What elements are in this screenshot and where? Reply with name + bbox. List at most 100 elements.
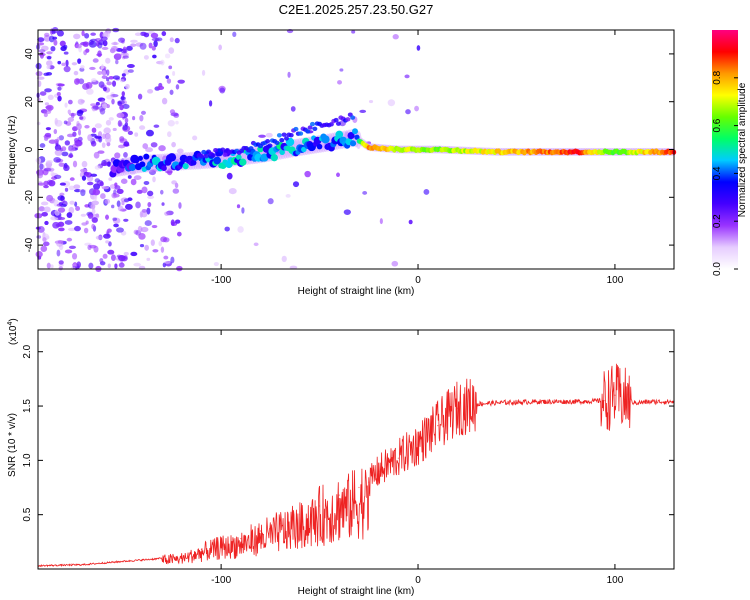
spectrogram-noise-cell [165, 75, 169, 79]
spectrogram-branch-cell [213, 147, 219, 153]
colorbar-gradient [712, 30, 738, 269]
spectrogram-x-label: Height of straight line (km) [298, 286, 415, 297]
spectrogram-noise-cell [97, 150, 105, 154]
spectrogram-trace-cell [321, 135, 330, 144]
spectrogram-noise-cell [63, 44, 68, 49]
spectrogram-noise-cell [110, 45, 118, 52]
snr-data-point [634, 402, 636, 404]
colorbar-ticks: 0.0 0.2 0.4 0.6 0.8 [712, 70, 738, 276]
snr-data-point [378, 470, 380, 472]
spectrogram-noise-cell [45, 104, 54, 111]
spectrogram-noise-cell [106, 228, 112, 233]
spectrogram-noise-cell [119, 136, 125, 142]
spectrogram-noise-cell [93, 151, 100, 159]
snr-y-tick-label: 1.5 [22, 399, 33, 413]
spectrogram-noise-cell [36, 235, 42, 239]
spectrogram-trace-cell [301, 146, 307, 153]
spectrogram-noise-cell [69, 200, 75, 205]
spectrogram-noise-cell [167, 131, 172, 138]
spectrogram-noise-cell [152, 54, 157, 59]
spectrogram-branch-cell [248, 146, 254, 151]
spectrogram-noise-cell [177, 79, 185, 84]
spectrogram-branch-cell [220, 147, 226, 152]
spectrogram-noise-cell [52, 221, 60, 229]
spectrogram-noise-cell [92, 188, 101, 196]
snr-data-point [496, 402, 498, 404]
spectrogram-noise-cell [158, 145, 166, 152]
spectrogram-noise-cell [166, 78, 172, 84]
spectrogram-noise-cell [404, 74, 410, 79]
spectrogram-trace-cell [139, 161, 146, 168]
spectrogram-noise-cell [119, 79, 125, 83]
spectrogram-noise-cell [54, 138, 60, 143]
spectrogram-y-label: Frequency (Hz) [7, 116, 18, 185]
spectrogram-noise-cell [91, 223, 95, 230]
spectrogram-noise-cell [423, 189, 430, 195]
spectrogram-noise-cell [53, 129, 58, 135]
spectrogram-noise-cell [140, 226, 149, 233]
spectrogram-noise-cell [97, 50, 102, 58]
spectrogram-noise-cell [111, 204, 115, 209]
spectrogram-noise-cell [134, 132, 139, 137]
spectrogram-noise-cell [98, 81, 105, 88]
spectrogram-noise-cell [99, 181, 104, 187]
spectrogram-noise-cell [241, 207, 245, 214]
spectrogram-noise-cell [80, 213, 87, 217]
spectrogram-noise-cell [114, 152, 121, 159]
spectrogram-noise-cell [152, 176, 156, 183]
spectrogram-noise-cell [44, 88, 52, 93]
spectrogram-noise-cell [61, 62, 67, 66]
snr-series-line [37, 363, 675, 568]
spectrogram-noise-cell [77, 58, 82, 64]
spectrogram-noise-cell [112, 193, 120, 198]
spectrogram-noise-cell [117, 254, 126, 262]
spectrogram-noise-cell [147, 195, 155, 200]
colorbar-label: Normalized spectral amplitude [737, 82, 748, 217]
snr-data-point [299, 514, 301, 516]
spectrogram-noise-cell [85, 220, 89, 225]
spectrogram-noise-cell [90, 103, 97, 107]
spectrogram-noise-cell [84, 124, 90, 129]
snr-data-point [151, 558, 153, 560]
spectrogram-noise-cell [147, 201, 152, 208]
spectrogram-noise-cell [53, 157, 61, 163]
spectrogram-noise-cell [94, 194, 98, 201]
spectrogram-noise-cell [139, 243, 145, 248]
spectrogram-noise-cell [75, 123, 82, 130]
snr-data-point [417, 443, 419, 445]
spectrogram-branch-cell [333, 117, 339, 123]
snr-plot-area [38, 330, 674, 569]
spectrogram-noise-cell [161, 97, 168, 105]
spectrogram-noise-cell [42, 237, 47, 242]
spectrogram-noise-cell [69, 177, 75, 181]
spectrogram-noise-cell [168, 47, 175, 54]
snr-scale-label: (x104) [7, 318, 19, 345]
spectrogram-noise-cell [138, 232, 146, 240]
spectrogram-noise-cell [99, 108, 106, 115]
spectrogram-noise-cell [228, 187, 237, 195]
spectrogram-noise-cell [116, 227, 124, 233]
spectrogram-noise-cell [46, 60, 53, 67]
spectrogram-trace-cell [190, 159, 197, 166]
spectrogram-noise-cell [98, 135, 103, 143]
spectrogram-noise-cell [101, 75, 108, 80]
spectrogram-trace [109, 112, 677, 178]
spectrogram-noise-cell [66, 212, 73, 218]
spectrogram-noise-cell [58, 162, 65, 167]
spectrogram-noise-cell [150, 239, 155, 246]
spectrogram-noise-cell [64, 220, 73, 225]
spectrogram-noise-cell [58, 266, 63, 271]
spectrogram-noise-cell [95, 235, 103, 240]
spectrogram-noise-cell [63, 65, 71, 73]
spectrogram-noise-cell [76, 261, 82, 268]
spectrogram-noise-cell [118, 144, 126, 149]
spectrogram-trace-cell [182, 163, 189, 170]
spectrogram-noise-cell [46, 55, 52, 60]
spectrogram-noise-cell [113, 223, 119, 228]
spectrogram-y-tick-label: -20 [24, 190, 35, 205]
snr-data-point [653, 401, 655, 403]
snr-y-tick-label: 1.0 [22, 453, 33, 467]
spectrogram-noise-cell [116, 188, 124, 194]
spectrogram-x-ticks: -100 0 100 [211, 30, 624, 286]
